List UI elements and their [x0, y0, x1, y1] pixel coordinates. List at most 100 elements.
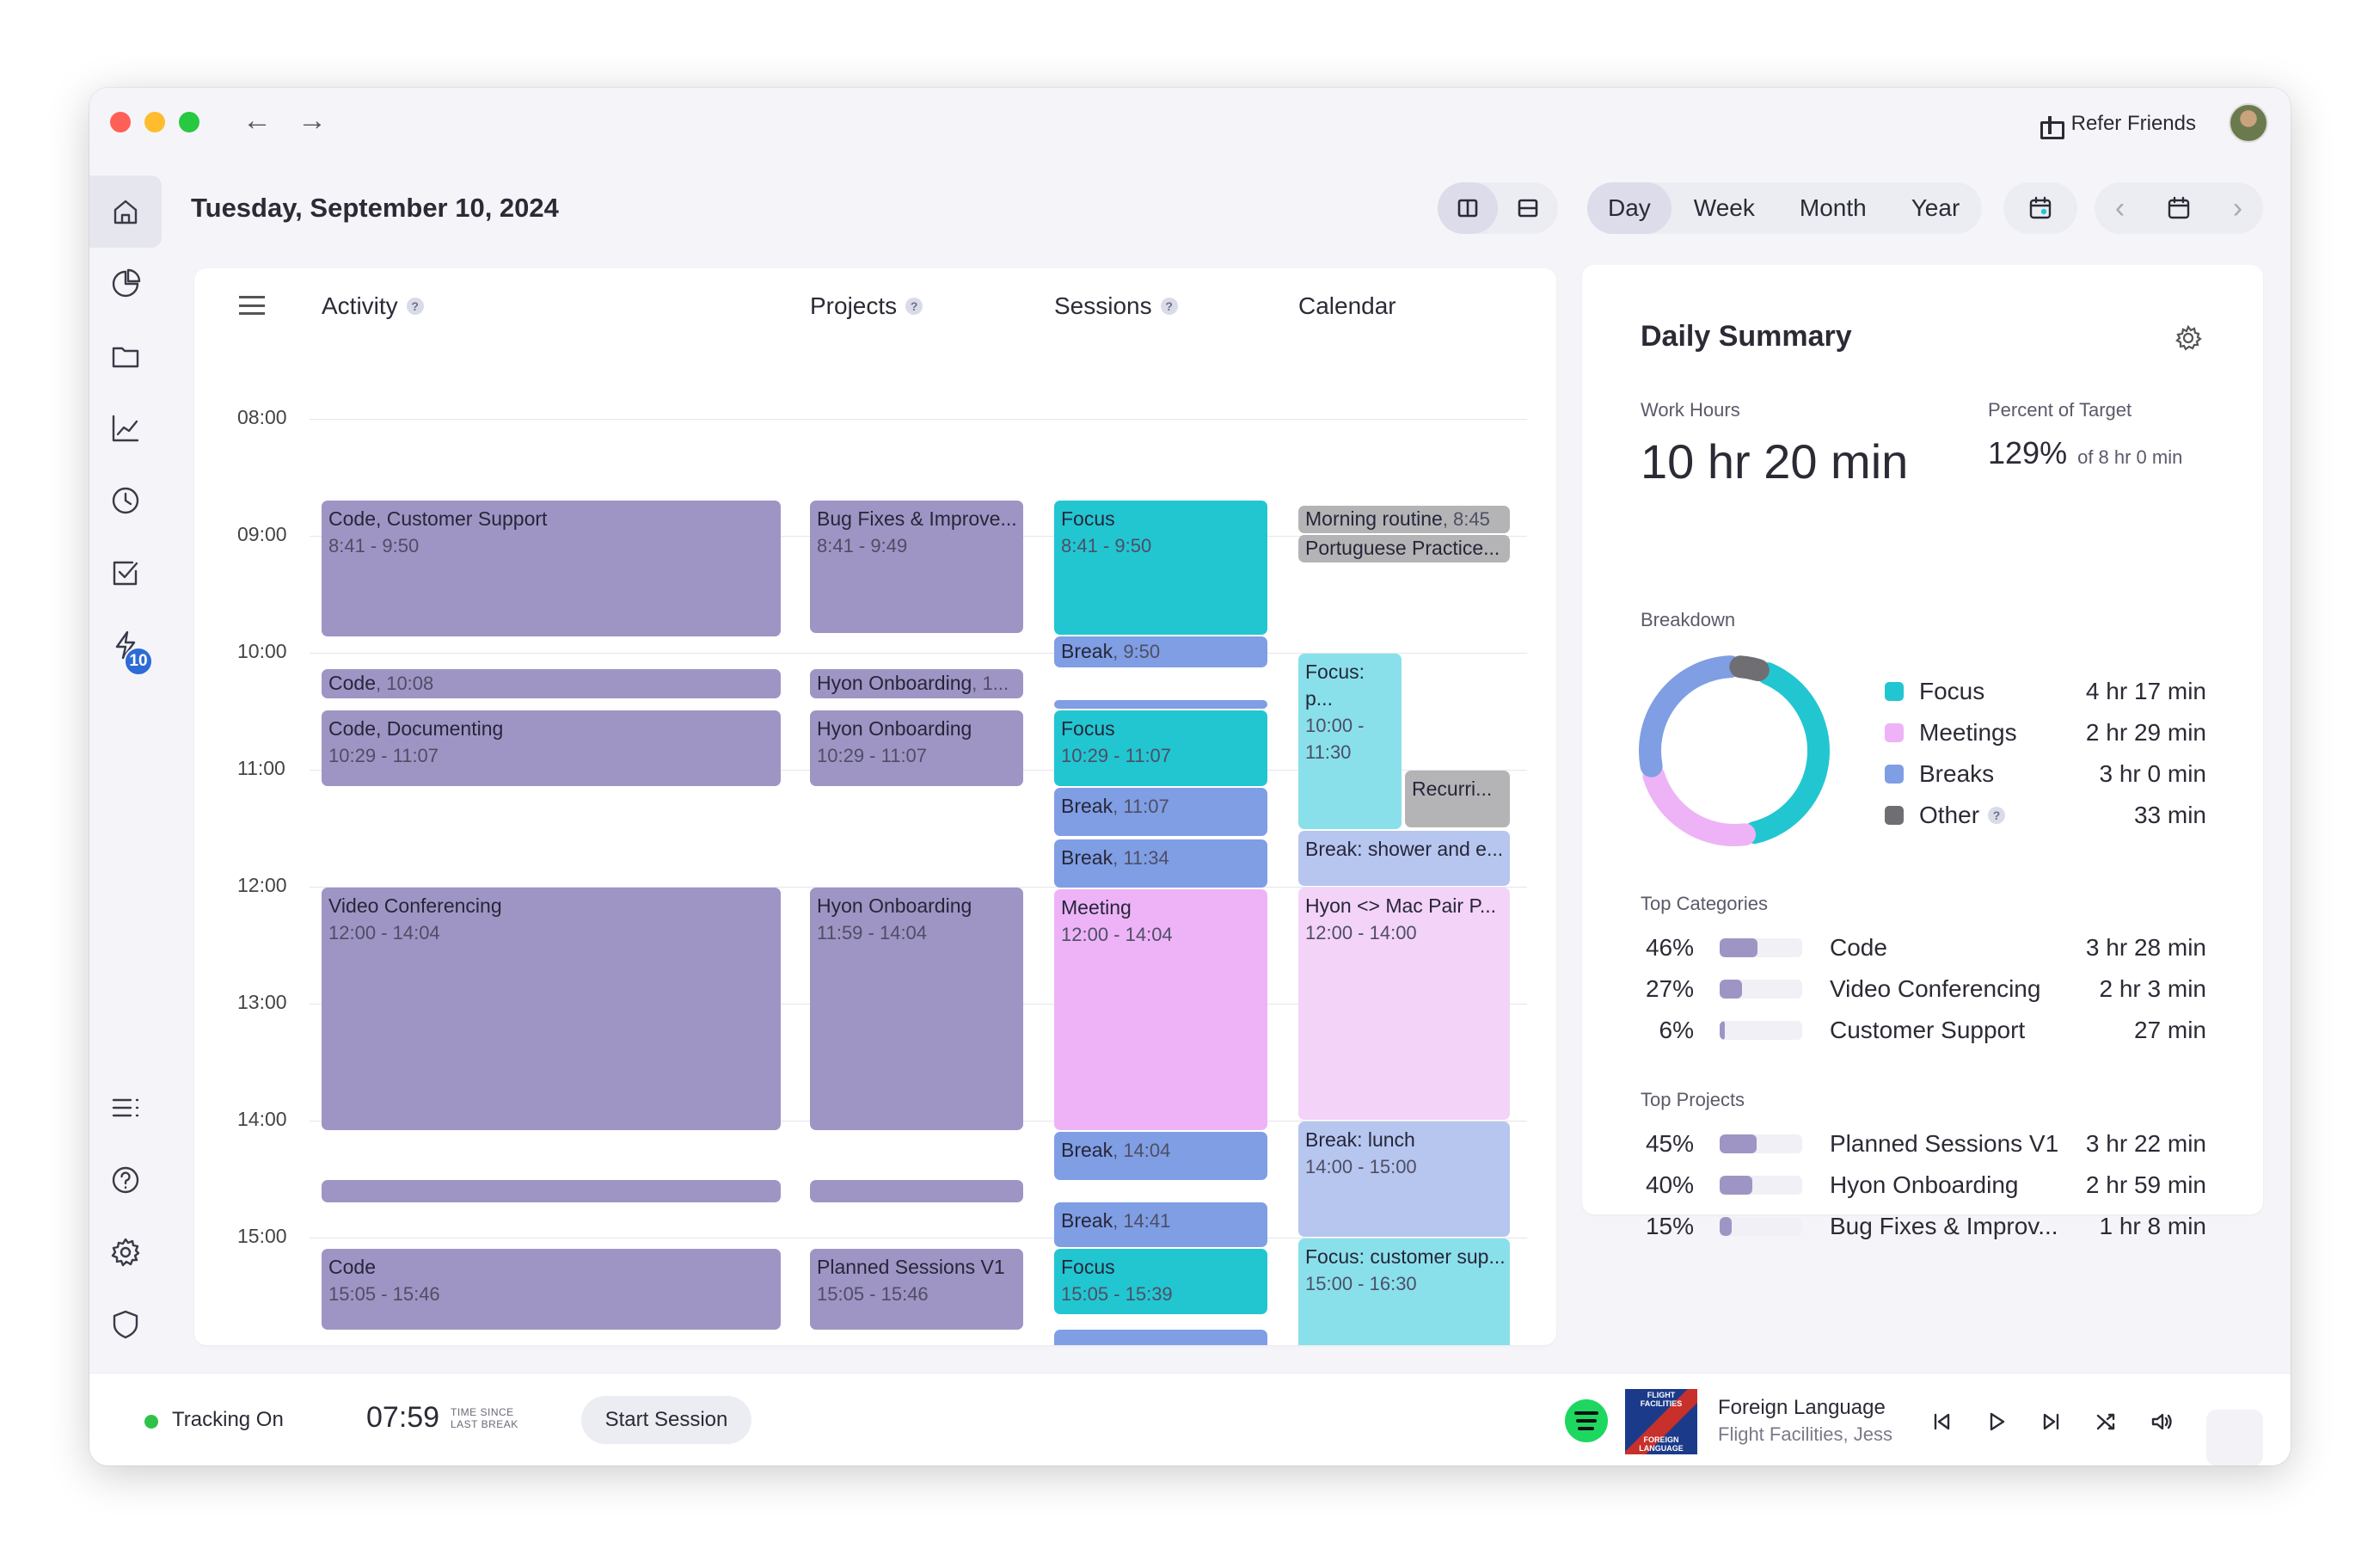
chat-button[interactable] — [2206, 1410, 2263, 1466]
chevron-left-icon[interactable]: ‹ — [2114, 192, 2125, 224]
refer-friends-button[interactable]: Refer Friends — [2039, 107, 2196, 141]
calendar-event[interactable]: Morning routine, 8:45 — [1298, 506, 1510, 533]
today-button[interactable] — [2003, 182, 2077, 234]
help-icon[interactable]: ? — [905, 298, 923, 315]
session-block[interactable] — [1054, 700, 1267, 709]
session-block[interactable]: Break, 11:07 — [1054, 788, 1267, 836]
help-icon[interactable]: ? — [1160, 298, 1178, 315]
next-track-button[interactable] — [2034, 1404, 2069, 1439]
calendar-event[interactable]: Recurri... — [1405, 771, 1510, 827]
sidebar-item-privacy[interactable] — [89, 1288, 162, 1361]
category-percent: 27% — [1645, 975, 1694, 1002]
close-window-button[interactable] — [110, 112, 131, 132]
tab-week[interactable]: Week — [1693, 194, 1755, 221]
sidebar-item-automations[interactable]: 10 — [89, 609, 162, 681]
tracking-status[interactable]: Tracking On — [172, 1408, 284, 1431]
project-block[interactable]: Planned Sessions V1 15:05 - 15:46 — [810, 1249, 1023, 1330]
block-title: Portuguese Practice... — [1305, 537, 1500, 559]
tab-year[interactable]: Year — [1911, 194, 1960, 221]
sidebar-item-help[interactable] — [89, 1144, 162, 1216]
activity-block[interactable]: Code, Customer Support 8:41 - 9:50 — [322, 501, 781, 636]
checkbox-icon — [113, 561, 138, 586]
timer-caption-line: TIME SINCE — [451, 1406, 514, 1418]
block-title: Morning routine — [1305, 507, 1443, 530]
previous-track-button[interactable] — [1924, 1404, 1959, 1439]
volume-button[interactable] — [2144, 1404, 2179, 1439]
session-block[interactable]: Focus 8:41 - 9:50 — [1054, 501, 1267, 635]
minimize-window-button[interactable] — [144, 112, 165, 132]
session-block[interactable]: Focus 10:29 - 11:07 — [1054, 710, 1267, 786]
project-block[interactable]: Bug Fixes & Improve... 8:41 - 9:49 — [810, 501, 1023, 633]
help-icon[interactable]: ? — [1988, 807, 2006, 824]
column-header-label: Activity — [322, 292, 398, 319]
session-block[interactable]: Meeting 12:00 - 14:04 — [1054, 889, 1267, 1130]
block-time: , 11:34 — [1113, 847, 1169, 869]
project-block[interactable]: Hyon Onboarding 10:29 - 11:07 — [810, 710, 1023, 786]
sidebar-item-tasks[interactable] — [89, 537, 162, 609]
project-block[interactable] — [810, 1180, 1023, 1202]
block-time: , 11:07 — [1113, 796, 1169, 817]
volume-icon — [2151, 1413, 2172, 1430]
columns-view-button[interactable] — [1438, 182, 1498, 234]
sidebar-item-list[interactable] — [89, 1072, 162, 1144]
calendar-event[interactable]: Break: lunch 14:00 - 15:00 — [1298, 1122, 1510, 1237]
calendar-event[interactable]: Focus: p... 10:00 - 11:30 — [1298, 654, 1402, 829]
tab-day[interactable]: Day — [1587, 182, 1672, 234]
project-value: 2 hr 59 min — [2085, 1171, 2206, 1198]
block-title: Break — [1061, 795, 1113, 817]
block-title: Video Conferencing — [328, 894, 502, 917]
start-session-button[interactable]: Start Session — [581, 1396, 751, 1444]
session-block[interactable]: Break, 11:34 — [1054, 839, 1267, 888]
tab-month[interactable]: Month — [1799, 194, 1867, 221]
zoom-window-button[interactable] — [179, 112, 199, 132]
forward-arrow-icon[interactable]: → — [298, 104, 327, 137]
timer-caption-line: LAST BREAK — [451, 1418, 518, 1430]
back-arrow-icon[interactable]: ← — [242, 104, 272, 137]
sidebar-item-trends[interactable] — [89, 392, 162, 464]
activity-block[interactable]: Video Conferencing 12:00 - 14:04 — [322, 888, 781, 1130]
donut-segment-focus — [1743, 662, 1830, 845]
block-title: Break: lunch — [1305, 1128, 1415, 1151]
block-title: Meeting — [1061, 896, 1132, 919]
spotify-icon[interactable] — [1565, 1399, 1608, 1442]
activity-block[interactable] — [322, 1180, 781, 1202]
calendar-event[interactable]: Portuguese Practice... — [1298, 535, 1510, 562]
hour-label: 15:00 — [237, 1225, 287, 1247]
help-icon[interactable]: ? — [406, 298, 424, 315]
menu-icon[interactable] — [239, 296, 265, 315]
avatar[interactable] — [2229, 103, 2268, 143]
category-value: 3 hr 28 min — [2085, 934, 2206, 961]
session-block[interactable]: Break, 9:50 — [1054, 636, 1267, 667]
calendar-event[interactable]: Hyon <> Mac Pair P... 12:00 - 14:00 — [1298, 888, 1510, 1120]
sidebar-item-history[interactable] — [89, 464, 162, 537]
rows-view-button[interactable] — [1498, 182, 1558, 234]
sidebar-item-home[interactable] — [89, 175, 162, 248]
skip-back-icon — [1934, 1413, 1950, 1430]
home-icon — [113, 200, 138, 224]
chevron-right-icon[interactable]: › — [2232, 192, 2243, 224]
play-button[interactable] — [1979, 1404, 2014, 1439]
shuffle-button[interactable] — [2089, 1404, 2124, 1439]
project-block[interactable]: Hyon Onboarding, 1... — [810, 669, 1023, 698]
hour-label: 11:00 — [237, 757, 285, 779]
activity-block[interactable]: Code, 10:08 — [322, 669, 781, 698]
session-block[interactable]: Break, 14:04 — [1054, 1132, 1267, 1180]
block-time: , 10:08 — [375, 673, 434, 694]
activity-block[interactable]: Code, Documenting 10:29 - 11:07 — [322, 710, 781, 786]
session-block[interactable]: Focus 15:05 - 15:39 — [1054, 1249, 1267, 1314]
calendar-event[interactable]: Focus: customer sup... 15:00 - 16:30 — [1298, 1238, 1510, 1345]
hour-label: 08:00 — [237, 406, 287, 428]
summary-settings-button[interactable] — [2174, 323, 2203, 353]
calendar-icon[interactable] — [2166, 195, 2192, 221]
project-block[interactable]: Hyon Onboarding 11:59 - 14:04 — [810, 888, 1023, 1130]
legend-swatch — [1885, 682, 1904, 701]
sidebar-item-settings[interactable] — [89, 1216, 162, 1288]
hour-gridline — [310, 653, 1527, 654]
sidebar-item-projects[interactable] — [89, 320, 162, 392]
session-block[interactable]: Break, 14:41 — [1054, 1202, 1267, 1247]
block-time: 11:59 - 14:04 — [817, 922, 928, 943]
sidebar-item-reports[interactable] — [89, 248, 162, 320]
activity-block[interactable]: Code 15:05 - 15:46 — [322, 1249, 781, 1330]
calendar-event[interactable]: Break: shower and e... — [1298, 831, 1510, 886]
session-block[interactable] — [1054, 1330, 1267, 1345]
